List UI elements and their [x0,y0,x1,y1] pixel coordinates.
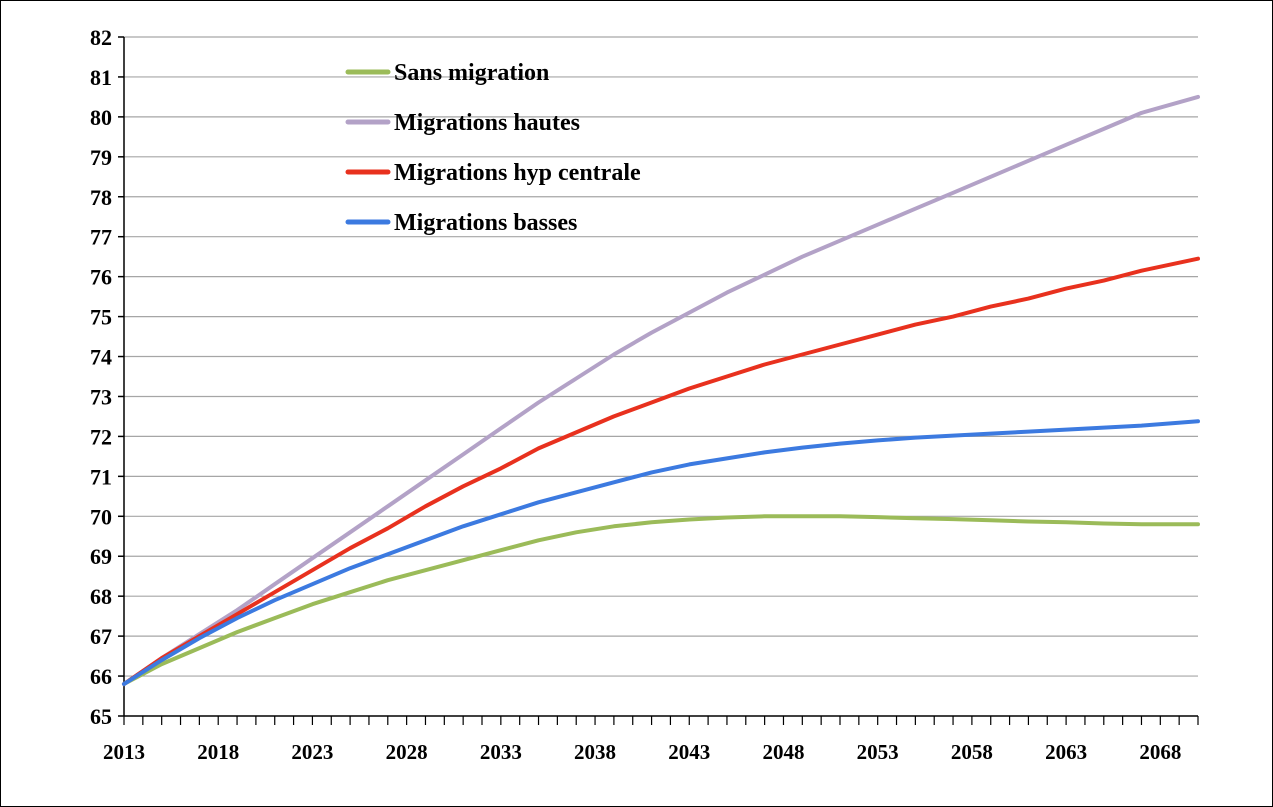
series-line-1 [122,514,1200,686]
x-tick-label: 2023 [291,740,333,764]
y-tick-label: 82 [90,25,112,50]
y-tick-label: 68 [90,584,112,609]
x-tick-label: 2058 [951,740,993,764]
x-tick-label: 2053 [857,740,899,764]
x-tick-label: 2028 [386,740,428,764]
axes [118,36,1199,725]
x-tick-label: 2048 [762,740,804,764]
y-tick-label: 79 [90,145,112,170]
x-tick-label: 2068 [1139,740,1181,764]
series-line-2 [122,94,1200,686]
legend-label-4: Migrations basses [394,210,577,236]
series-line-3 [122,256,1200,686]
y-tick-label: 73 [90,384,112,409]
y-tick-label: 81 [90,65,112,90]
y-tick-label: 66 [90,664,112,689]
legend-label-2: Migrations hautes [394,110,580,136]
y-tick-label: 78 [90,185,112,210]
x-tick-label: 2033 [480,740,522,764]
series-line-4 [122,419,1200,686]
x-tick-label: 2013 [103,740,145,764]
y-tick-label: 67 [90,624,112,649]
y-axis-tick-labels: 65 66 67 68 69 70 71 72 73 74 75 76 77 78 79 80 81 82 [90,25,112,729]
y-tick-label: 71 [90,464,112,489]
x-axis-tick-labels: 2013 2018 2023 2028 2033 2038 2043 2048 2053 2058… [103,740,1181,764]
y-tick-label: 77 [90,225,112,250]
legend: Sans migration Migrations hautes Migration… [345,60,641,236]
legend-label-1: Sans migration [394,60,549,86]
y-tick-label: 70 [90,504,112,529]
x-tick-label: 2043 [668,740,710,764]
series-lines [122,94,1200,686]
legend-label-3: Migrations hyp centrale [394,160,641,186]
y-tick-label: 75 [90,305,112,330]
y-tick-label: 65 [90,704,112,729]
x-tick-label: 2018 [197,740,239,764]
y-tick-label: 69 [90,544,112,569]
x-tick-label: 2038 [574,740,616,764]
gridlines [124,36,1198,677]
y-tick-label: 72 [90,424,112,449]
x-tick-label: 2063 [1045,740,1087,764]
y-tick-label: 80 [90,105,112,130]
y-tick-label: 74 [90,345,112,370]
y-tick-label: 76 [90,265,112,290]
